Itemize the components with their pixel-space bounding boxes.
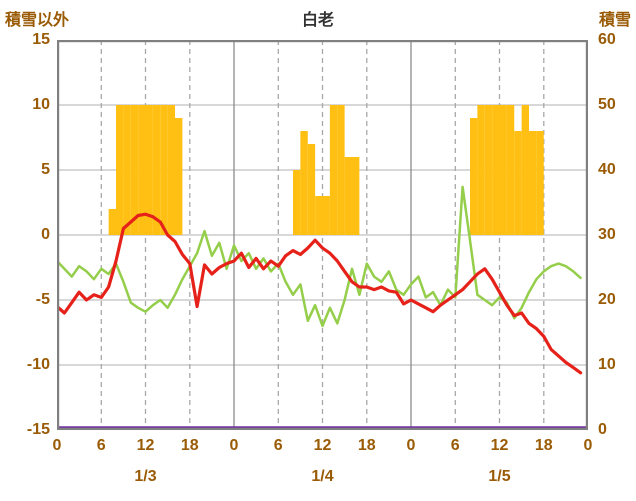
right-axis-title: 積雪 [598,12,631,29]
left-tick-label: 5 [41,161,50,178]
chart-plot-area [57,40,588,430]
left-tick-label: -10 [26,356,50,373]
station-title: 白老 [301,12,335,29]
hour-tick-label: 0 [406,437,416,454]
right-tick-label: 50 [598,96,616,113]
left-tick-label: 15 [32,31,50,48]
left-axis-title: 積雪以外 [5,12,70,29]
hour-tick-label: 12 [136,437,155,454]
date-label: 1/3 [134,468,157,485]
left-tick-label: -5 [35,291,50,308]
right-tick-label: 40 [598,161,616,178]
hour-tick-label: 6 [450,437,460,454]
hour-tick-label: 18 [180,437,199,454]
right-tick-label: 20 [598,291,616,308]
hour-tick-label: 18 [534,437,553,454]
hour-tick-label: 12 [313,437,332,454]
left-tick-label: -15 [26,421,50,438]
right-tick-label: 30 [598,226,616,243]
right-tick-label: 60 [598,31,616,48]
hour-tick-label: 12 [490,437,509,454]
hour-tick-label: 18 [357,437,376,454]
left-tick-label: 0 [41,226,50,243]
right-tick-label: 0 [598,421,607,438]
hour-tick-label: 0 [52,437,62,454]
date-label: 1/5 [488,468,511,485]
hour-tick-label: 6 [273,437,283,454]
hour-tick-label: 0 [229,437,239,454]
hour-tick-label: 6 [96,437,106,454]
right-tick-label: 10 [598,356,616,373]
date-label: 1/4 [311,468,334,485]
hour-tick-label: 0 [583,437,593,454]
left-tick-label: 10 [32,96,50,113]
